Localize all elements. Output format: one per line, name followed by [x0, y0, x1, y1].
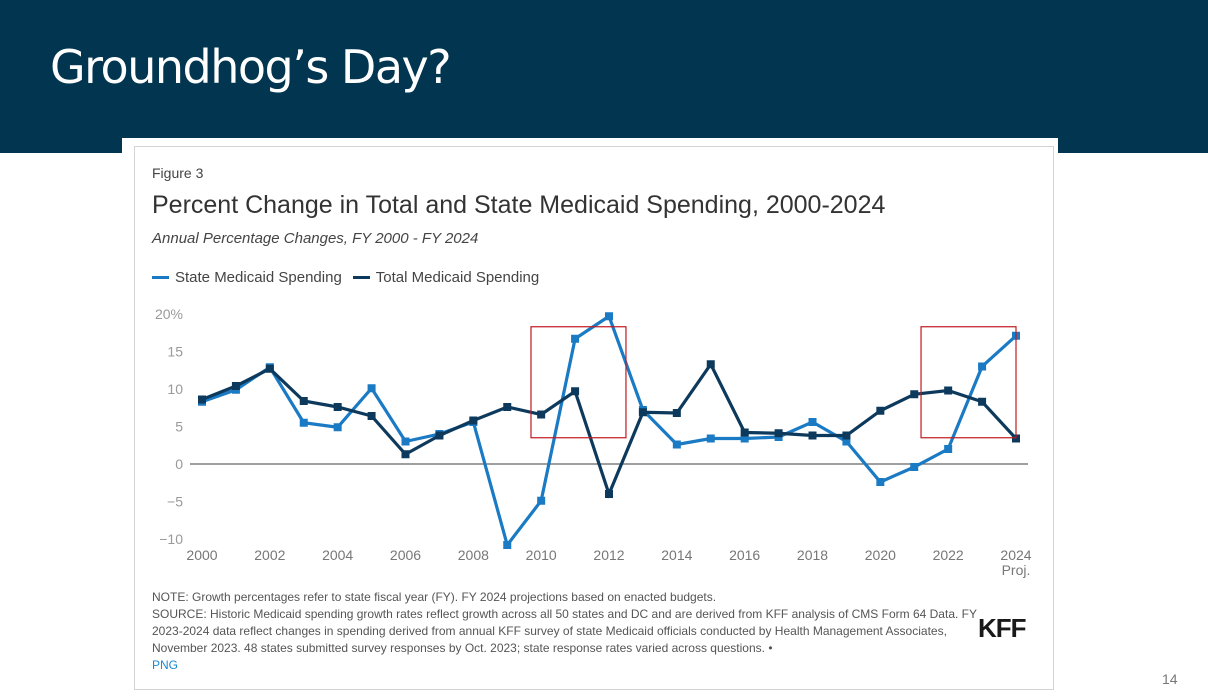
x-tick-label: 2000 — [186, 547, 217, 563]
highlight-box — [530, 326, 627, 439]
x-tick-label: 2006 — [390, 547, 421, 563]
data-point-state — [571, 334, 580, 343]
title-banner — [0, 0, 1208, 153]
data-point-state — [910, 463, 919, 471]
x-tick-label: 2008 — [458, 547, 489, 563]
data-point-total — [808, 431, 817, 440]
x-tick-label: 2024 — [1000, 547, 1031, 563]
data-point-total — [978, 397, 987, 406]
data-point-total — [231, 382, 240, 390]
data-point-state — [808, 418, 817, 426]
data-point-state — [503, 541, 512, 549]
legend-swatch-total — [352, 276, 370, 279]
data-point-state — [944, 445, 953, 453]
kff-logo: KFF — [978, 613, 1027, 643]
data-point-state — [401, 437, 410, 446]
data-point-total — [469, 416, 478, 425]
page-number: 14 — [1162, 671, 1178, 687]
data-point-state — [978, 362, 987, 371]
png-download-link[interactable]: PNG — [152, 658, 179, 672]
figure-notes: NOTE: Growth percentages refer to state … — [152, 589, 982, 674]
note-text: NOTE: Growth percentages refer to state … — [152, 590, 717, 604]
x-tick-label: 2012 — [593, 547, 624, 563]
data-point-total — [876, 406, 885, 415]
slide-title: Groundhog’s Day? — [50, 40, 452, 94]
x-tick-sublabel: Proj. — [1002, 562, 1031, 578]
x-tick-label: 2010 — [526, 547, 557, 563]
series-line-state — [201, 313, 1018, 549]
data-point-state — [706, 434, 715, 443]
data-point-total — [435, 431, 444, 440]
x-tick-label: 2022 — [933, 547, 964, 563]
data-point-state — [876, 478, 885, 486]
data-point-total — [842, 431, 851, 440]
x-tick-label: 2018 — [797, 547, 828, 563]
data-point-total — [503, 403, 512, 411]
data-point-total — [198, 395, 206, 404]
source-text: SOURCE: Historic Medicaid spending growt… — [152, 607, 977, 655]
data-point-total — [401, 450, 410, 459]
data-point-total — [605, 490, 613, 498]
data-point-state — [605, 312, 613, 321]
y-tick-label: −10 — [159, 531, 183, 547]
y-tick-label: 0 — [175, 456, 183, 472]
x-tick-label: 2014 — [661, 547, 692, 563]
chart-title: Percent Change in Total and State Medica… — [152, 191, 886, 219]
figure-card — [134, 146, 1054, 690]
data-point-total — [706, 360, 715, 369]
data-point-state — [537, 496, 546, 505]
data-point-state — [842, 437, 851, 446]
data-point-total — [367, 412, 376, 420]
data-point-total — [944, 386, 953, 395]
data-point-state — [333, 423, 342, 432]
highlight-box — [920, 326, 1017, 439]
data-point-total — [638, 408, 647, 417]
y-tick-label: −5 — [167, 494, 183, 510]
data-point-total — [299, 397, 308, 405]
chart-subtitle: Annual Percentage Changes, FY 2000 - FY … — [152, 230, 479, 247]
data-point-state — [672, 440, 681, 449]
y-tick-label: 10 — [167, 381, 183, 397]
data-point-total — [672, 409, 681, 417]
x-tick-label: 2020 — [865, 547, 896, 563]
legend-label-state: State Medicaid Spending — [175, 269, 342, 286]
legend-swatch-state — [152, 276, 169, 279]
figure-label: Figure 3 — [152, 165, 204, 181]
y-tick-label: 15 — [167, 344, 183, 360]
data-point-total — [910, 390, 919, 399]
data-point-total — [774, 429, 783, 438]
data-point-total — [333, 403, 342, 411]
data-point-state — [740, 434, 749, 443]
data-point-total — [571, 387, 580, 396]
data-point-total — [265, 364, 274, 373]
data-point-state — [367, 384, 376, 393]
x-tick-label: 2016 — [729, 547, 760, 563]
x-tick-label: 2002 — [254, 547, 285, 563]
data-point-total — [740, 428, 749, 437]
chart-legend: State Medicaid Spending Total Medicaid S… — [152, 269, 550, 286]
legend-item-state: State Medicaid Spending — [152, 269, 342, 286]
data-point-state — [299, 418, 308, 427]
legend-item-total: Total Medicaid Spending — [352, 269, 540, 286]
legend-label-total: Total Medicaid Spending — [375, 269, 540, 286]
data-point-total — [1012, 434, 1020, 443]
y-tick-label: 5 — [175, 419, 183, 435]
x-tick-label: 2004 — [322, 547, 353, 563]
y-tick-label: 20% — [155, 306, 183, 322]
data-point-total — [537, 410, 546, 419]
